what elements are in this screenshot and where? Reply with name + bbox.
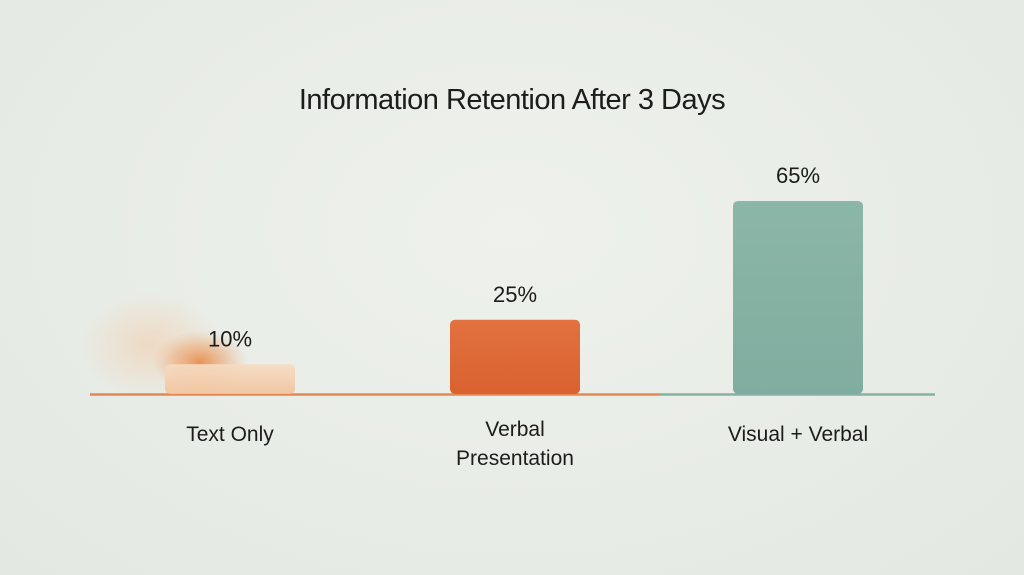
chart-title: Information Retention After 3 Days <box>298 84 726 116</box>
category-label-line: Visual + Verbal <box>728 423 868 446</box>
value-label: 10% <box>208 326 252 351</box>
category-label: Visual + Verbal <box>728 423 868 446</box>
bar-verbal-presentation <box>450 319 580 394</box>
value-label: 25% <box>493 282 537 307</box>
category-label: Text Only <box>186 423 274 446</box>
value-labels: 10% 25% 65% <box>208 163 820 351</box>
bar-visual-verbal <box>733 200 863 394</box>
category-label: Verbal Presentation <box>456 418 574 470</box>
category-label-line: Verbal <box>485 418 545 441</box>
value-label: 65% <box>776 163 820 188</box>
category-labels: Text Only Verbal Presentation Visual + Verb… <box>186 418 868 470</box>
category-label-line: Text Only <box>186 423 274 446</box>
bar-text-only <box>165 364 295 394</box>
category-label-line: Presentation <box>456 447 574 470</box>
bars <box>165 200 863 394</box>
